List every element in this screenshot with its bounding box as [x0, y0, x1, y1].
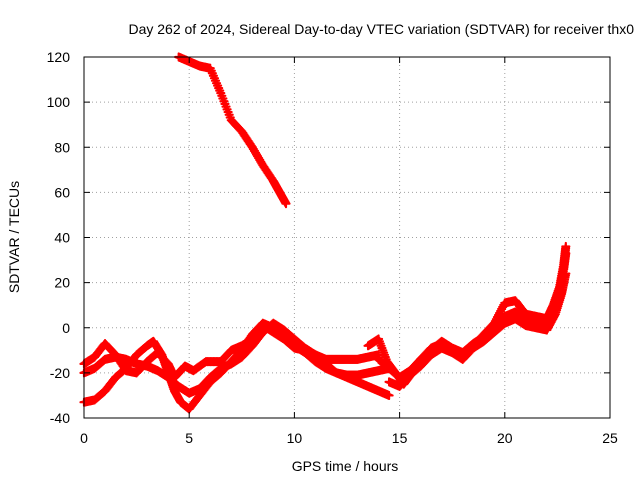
y-tick-label: -40 [50, 410, 70, 426]
chart-title: Day 262 of 2024, Sidereal Day-to-day VTE… [128, 21, 634, 37]
x-axis-label: GPS time / hours [292, 458, 399, 474]
y-tick-label: 20 [54, 275, 70, 291]
data-point [384, 390, 394, 401]
y-tick-label: 60 [54, 184, 70, 200]
series-track-c [79, 318, 394, 414]
data-points [79, 52, 571, 414]
x-tick-label: 5 [185, 430, 193, 446]
series-track-g [384, 269, 571, 392]
y-tick-label: 0 [62, 320, 70, 336]
y-tick-label: 120 [47, 49, 71, 65]
series-track-e [363, 241, 571, 389]
y-tick-label: 80 [54, 139, 70, 155]
y-tick-label: 40 [54, 230, 70, 246]
axis-ticks: 0 5 10 15 20 25 -40 -20 0 20 40 60 80 100 120 [47, 49, 618, 446]
x-tick-label: 0 [80, 430, 88, 446]
series-track-d [79, 318, 394, 401]
series-track-a [174, 52, 291, 209]
x-tick-label: 25 [602, 430, 618, 446]
y-tick-label: 100 [47, 94, 71, 110]
grid-lines [84, 57, 610, 418]
data-point [561, 248, 571, 258]
data-point [561, 269, 571, 279]
x-tick-label: 15 [392, 430, 408, 446]
y-tick-label: -20 [50, 365, 70, 381]
x-tick-label: 20 [497, 430, 513, 446]
x-tick-label: 10 [287, 430, 303, 446]
data-point [281, 199, 291, 209]
y-axis-label: SDTVAR / TECUs [6, 181, 22, 293]
